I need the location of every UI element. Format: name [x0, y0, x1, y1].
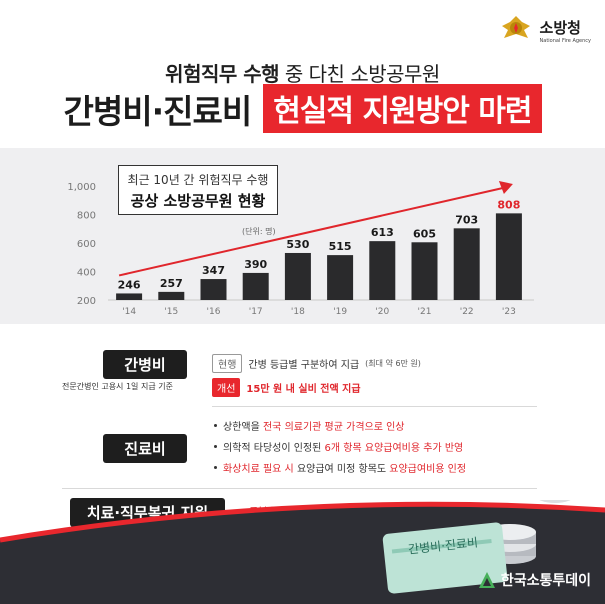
chart-title-box: 최근 10년 간 위험직무 수행 공상 소방공무원 현황 — [118, 165, 278, 215]
bar-value-label: 257 — [160, 277, 183, 290]
trend-arrow-line — [118, 187, 504, 277]
medical-item-3-red: 화상치료 필요 시 — [223, 464, 294, 475]
medical-section-label: 진료비 — [103, 434, 187, 463]
divider-1 — [212, 406, 537, 407]
trend-arrow-head-icon — [498, 181, 513, 194]
bullet-icon — [214, 445, 217, 448]
x-tick-label: '14 — [122, 307, 136, 317]
footer-brand-text: 한국소통투데이 — [500, 573, 591, 589]
headline-line1: 위험직무 수행 중 다친 소방공무원 — [0, 58, 605, 87]
footer-brand: 한국소통투데이 — [477, 570, 591, 590]
medical-item-3-red2: 요양급여비용 인정 — [389, 464, 467, 475]
bar — [158, 291, 185, 300]
logo-name: 소방청 — [539, 18, 581, 37]
chart-unit: (단위: 명) — [242, 227, 276, 236]
divider-2 — [62, 488, 537, 489]
medical-item-2-red: 6개 항목 요양급여비용 추가 반영 — [324, 443, 464, 454]
bar — [495, 213, 522, 300]
bar — [411, 242, 438, 300]
medical-item-2-pre: 의학적 타당성이 인정된 — [223, 443, 325, 454]
logo-subtitle: National Fire Agency — [539, 37, 591, 44]
care-current-note: (최대 약 6만 원) — [365, 359, 421, 368]
bar-value-label: 808 — [497, 198, 520, 211]
headline-rest: 중 다친 소방공무원 — [279, 62, 440, 86]
x-tick-label: '22 — [460, 307, 474, 317]
bar-value-label: 530 — [286, 238, 309, 251]
headline-highlight: 현실적 지원방안 마련 — [263, 84, 542, 133]
bar-value-label: 703 — [455, 213, 478, 226]
care-section-label: 간병비 — [103, 350, 187, 379]
x-tick-label: '17 — [249, 307, 263, 317]
medical-item-1: 상한액을 전국 의료기관 평균 가격으로 인상 — [214, 418, 405, 433]
headline-line2: 간병비·진료비 현실적 지원방안 마련 — [0, 84, 605, 133]
bullet-icon — [214, 424, 217, 427]
bar-value-label: 390 — [244, 258, 267, 271]
bar-value-label: 613 — [371, 226, 394, 239]
agency-logo: 소방청 National Fire Agency — [498, 12, 591, 48]
bar-value-label: 347 — [202, 264, 225, 277]
x-tick-label: '20 — [375, 307, 389, 317]
card-illustration — [382, 522, 508, 594]
bar — [453, 228, 480, 300]
medical-item-3-post: 요양급여 미정 항목도 — [293, 464, 390, 475]
fire-agency-emblem-icon — [501, 16, 530, 38]
chart-title-line1: 최근 10년 간 위험직무 수행 — [127, 173, 269, 187]
care-improve-row: 개선 15만 원 내 실비 전액 지급 — [212, 378, 361, 397]
x-tick-label: '16 — [207, 307, 221, 317]
medical-item-1-red: 전국 의료기관 평균 가격으로 인상 — [262, 422, 405, 433]
x-tick-label: '18 — [291, 307, 305, 317]
bar — [369, 241, 396, 300]
y-tick-label: 200 — [77, 296, 96, 307]
bar — [200, 279, 227, 300]
x-tick-label: '19 — [333, 307, 347, 317]
y-tick-label: 600 — [77, 239, 96, 250]
medical-item-2: 의학적 타당성이 인정된 6개 항목 요양급여비용 추가 반영 — [214, 439, 463, 454]
care-current-text: 간병 등급별 구분하여 지급 — [248, 360, 360, 371]
bar-chart: 1,000 800 600 400 200 246 '14 257 '15 347 '16 390 '1… — [67, 181, 534, 317]
bar-value-label: 515 — [329, 240, 352, 253]
y-tick-label: 1,000 — [67, 182, 96, 193]
x-tick-label: '15 — [164, 307, 178, 317]
current-tag: 현행 — [212, 354, 243, 373]
care-current-row: 현행 간병 등급별 구분하여 지급 (최대 약 6만 원) — [212, 354, 421, 373]
bar — [242, 272, 269, 300]
medical-item-1-pre: 상한액을 — [223, 422, 263, 433]
bar — [116, 293, 143, 300]
improve-tag: 개선 — [212, 378, 241, 397]
bar — [284, 252, 311, 300]
bar-value-label: 605 — [413, 227, 436, 240]
headline-bold: 위험직무 수행 — [165, 62, 280, 86]
bottom-illustration — [0, 500, 605, 604]
bullet-icon — [214, 466, 217, 469]
brand-icon — [478, 572, 495, 588]
headline-main: 간병비·진료비 — [63, 91, 253, 131]
medical-item-3: 화상치료 필요 시 요양급여 미정 항목도 요양급여비용 인정 — [214, 460, 466, 475]
care-improve-text: 15만 원 내 실비 전액 지급 — [246, 384, 361, 395]
chart-panel: 1,000 800 600 400 200 246 '14 257 '15 347 '16 390 '1… — [0, 148, 605, 324]
care-section-sub: 전문간병인 고용시 1일 지급 기준 — [62, 382, 173, 391]
y-tick-label: 800 — [77, 211, 96, 222]
x-tick-label: '21 — [418, 307, 432, 317]
bar-value-label: 246 — [118, 278, 141, 291]
chart-title-line2: 공상 소방공무원 현황 — [130, 192, 266, 210]
x-tick-label: '23 — [502, 307, 516, 317]
bar — [327, 255, 354, 300]
y-tick-label: 400 — [77, 268, 96, 279]
